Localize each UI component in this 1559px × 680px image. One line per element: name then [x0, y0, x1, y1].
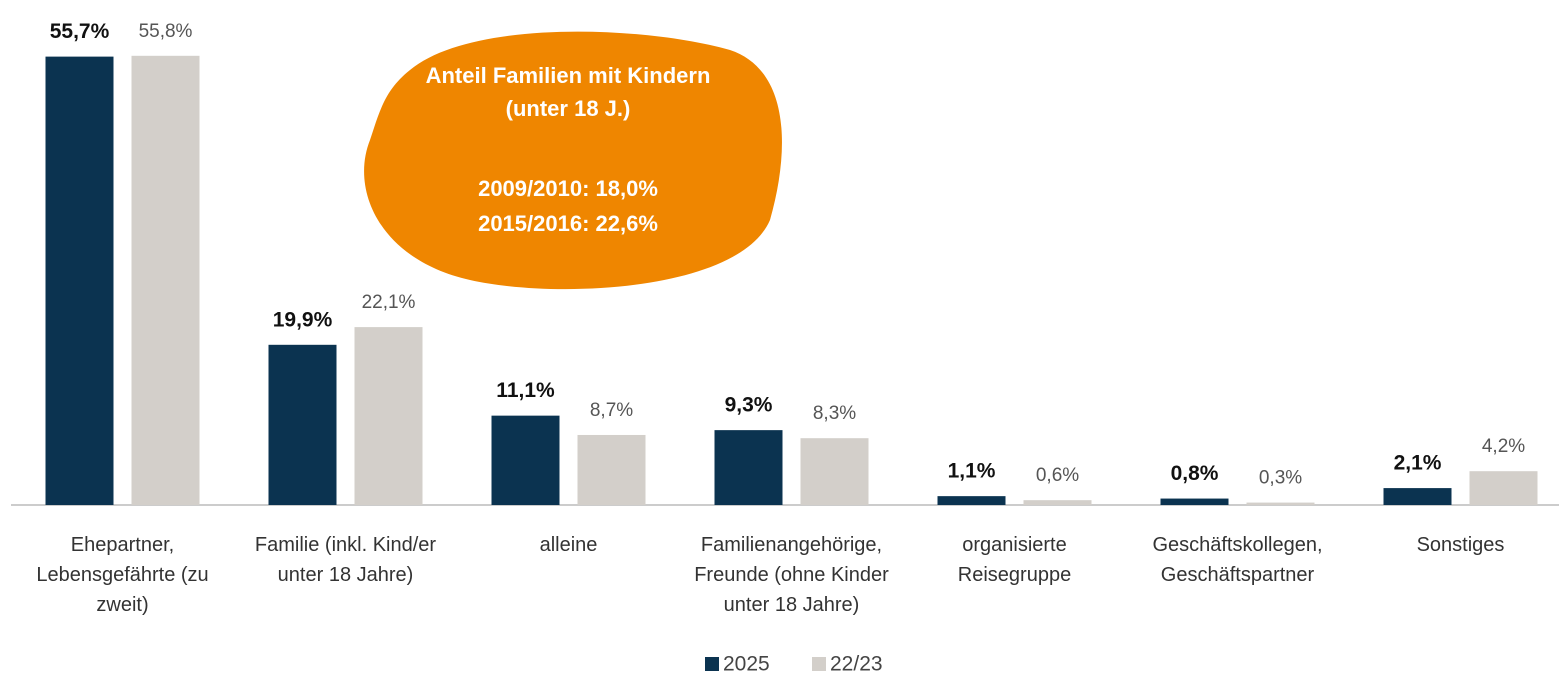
data-label: 1,1% — [948, 460, 996, 483]
x-tick-label: Geschäftskollegen, Geschäftspartner — [1152, 534, 1323, 586]
bar — [1469, 471, 1538, 505]
data-label: 0,3% — [1259, 468, 1302, 489]
annotation-text: 2009/2010: 18,0% — [478, 176, 658, 201]
x-tick-label: Sonstiges — [1416, 534, 1505, 556]
x-tick-label: Familie (inkl. Kind/er unter 18 Jahre) — [254, 534, 437, 586]
bar — [800, 438, 869, 505]
data-label: 0,6% — [1036, 465, 1079, 486]
data-label: 19,9% — [273, 308, 333, 331]
annotation-text: (unter 18 J.) — [506, 96, 631, 121]
bar — [937, 496, 1006, 505]
bar — [131, 55, 200, 506]
annotation-bubble — [364, 31, 782, 290]
legend-label: 22/23 — [830, 653, 883, 676]
data-label: 2,1% — [1394, 452, 1442, 475]
data-label: 55,7% — [50, 20, 110, 43]
bar — [1160, 498, 1229, 505]
data-label: 9,3% — [725, 394, 773, 417]
annotation-text: Anteil Familien mit Kindern — [426, 63, 711, 88]
annotation-text: 2015/2016: 22,6% — [478, 211, 658, 236]
legend-swatch — [705, 657, 719, 671]
bar — [1023, 500, 1092, 505]
data-label: 11,1% — [496, 379, 555, 402]
data-label: 22,1% — [362, 292, 416, 313]
data-label: 8,7% — [590, 400, 633, 421]
data-label: 0,8% — [1171, 462, 1219, 485]
legend-swatch — [812, 657, 826, 671]
bar — [45, 56, 114, 506]
data-label: 8,3% — [813, 403, 856, 424]
legend-label: 2025 — [723, 653, 770, 676]
data-label: 55,8% — [139, 21, 193, 42]
x-tick-label: Familienangehörige, Freunde (ohne Kinder… — [694, 534, 889, 616]
data-label: 4,2% — [1482, 436, 1525, 457]
bar — [354, 327, 423, 505]
bar — [577, 434, 646, 505]
x-tick-label: organisierte Reisegruppe — [957, 534, 1072, 586]
bar — [491, 415, 560, 505]
bar — [268, 344, 337, 505]
bar — [1246, 502, 1315, 505]
x-tick-label: alleine — [539, 534, 598, 556]
x-tick-label: Ehepartner, Lebensgefährte (zu zweit) — [36, 534, 209, 616]
bar — [1383, 488, 1452, 505]
bar — [714, 430, 783, 505]
